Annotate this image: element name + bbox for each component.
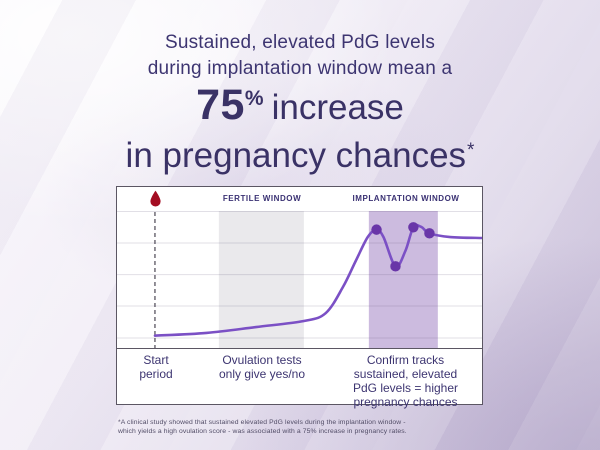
header-line-1: Sustained, elevated PdG levels (164, 32, 436, 53)
headline: 75% increase in pregnancy chances* (0, 83, 600, 181)
chart-header-row: FERTILE WINDOW IMPLANTATION WINDOW (117, 187, 482, 211)
headline-line-2: in pregnancy chances* (0, 137, 600, 181)
headline-line-1: 75% increase (0, 83, 600, 137)
header-text: Sustained, elevated PdG levels during im… (0, 30, 600, 82)
footnote: *A clinical study showed that sustained … (118, 418, 448, 436)
headline-number: 75 (196, 81, 245, 129)
blood-drop-icon (150, 190, 161, 207)
pdg-data-point (424, 228, 435, 239)
headline-word: increase (271, 88, 404, 127)
pdg-data-point (390, 261, 401, 272)
fertile-window-label: FERTILE WINDOW (222, 194, 302, 203)
pdg-line-chart-svg (117, 211, 482, 348)
annotation-ovulation-tests: Ovulation tests only give yes/no (218, 353, 306, 381)
pdg-data-point (408, 222, 419, 233)
headline-percent-sign: % (244, 87, 264, 110)
chart-card: FERTILE WINDOW IMPLANTATION WINDOW Start… (116, 186, 483, 409)
header-line-2: during implantation window mean a (147, 58, 453, 79)
annotation-start-period: Start period (139, 353, 173, 381)
pdg-data-point (371, 224, 382, 235)
chart-annotations-row: Start period Ovulation tests only give y… (117, 348, 482, 409)
annotation-confirm-tracks: Confirm tracks sustained, elevated PdG l… (352, 353, 459, 409)
implantation-window-label: IMPLANTATION WINDOW (352, 194, 460, 203)
headline-asterisk: * (467, 140, 475, 161)
footnote-line-1: *A clinical study showed that sustained … (118, 419, 406, 426)
headline-line2-text: in pregnancy chances (125, 136, 467, 175)
pdg-line-chart-plot (117, 211, 482, 348)
footnote-line-2: which yields a high ovulation score - wa… (118, 428, 407, 435)
